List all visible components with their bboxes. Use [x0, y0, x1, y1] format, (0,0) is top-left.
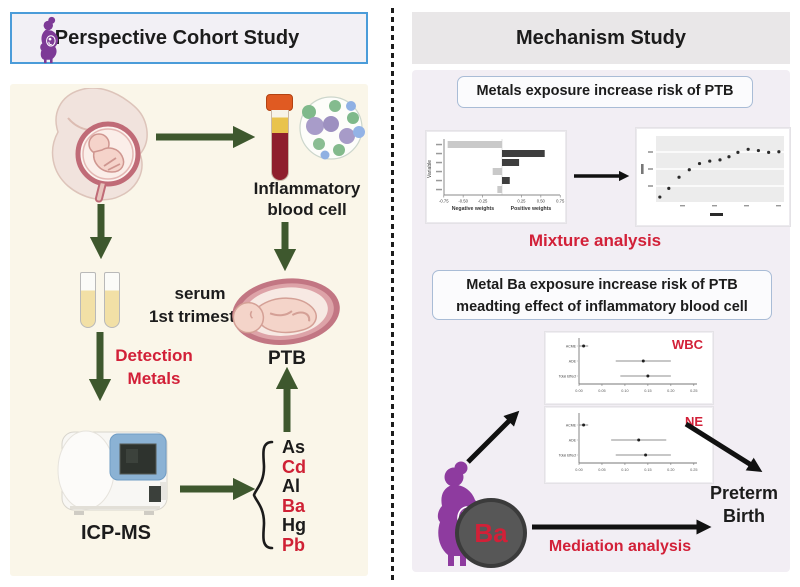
- metals-list: As Cd Al Ba Hg Pb: [282, 437, 336, 555]
- metal-item: Pb: [282, 534, 306, 555]
- blood-cells-icon: [299, 96, 365, 160]
- pregnant-woman-icon: [40, 16, 59, 64]
- metal-item: As: [282, 437, 306, 457]
- svg-text:0.25: 0.25: [517, 199, 526, 204]
- svg-text:0.05: 0.05: [598, 468, 605, 472]
- arrow-plots-to-preterm: [684, 421, 763, 472]
- svg-text:ACME: ACME: [566, 423, 577, 427]
- arrow-cells-to-ptb: [273, 222, 297, 272]
- svg-text:WBC: WBC: [672, 337, 704, 352]
- svg-text:0.25: 0.25: [690, 468, 697, 472]
- metal-item: Cd: [282, 456, 306, 477]
- inflammatory-blood-cell-label: Inflammatory blood cell: [253, 179, 361, 219]
- detection-metals-label: Detection Metals: [115, 346, 193, 388]
- svg-text:0.25: 0.25: [690, 389, 697, 393]
- svg-text:-0.75: -0.75: [439, 199, 449, 204]
- arrow-weights-to-overall: [574, 170, 630, 182]
- svg-text:Variable: Variable: [427, 160, 433, 178]
- metal-item: Hg: [282, 515, 306, 535]
- svg-text:ACME: ACME: [566, 344, 577, 348]
- arrow-ba-to-plots: [466, 410, 520, 464]
- pregnant-torso-illustration: [51, 88, 148, 203]
- panel-divider: [391, 8, 394, 580]
- left-header-box: Perspective Cohort Study: [10, 12, 368, 64]
- serum-label: serum 1st trimester: [148, 284, 252, 326]
- right-header-bar: Mechanism Study: [412, 12, 790, 64]
- overall-effect-chart: [636, 128, 790, 226]
- wbc-forest-plot: ACME ADE Total Effect 0.00 0.05 0.10 0.15 0.20 0…: [545, 332, 713, 404]
- preterm-fetus-illustration: [232, 278, 340, 345]
- ne-forest-plot: ACME ADE Total Effect 0.00 0.05 0.10 0.15 0.20 0…: [545, 407, 713, 483]
- svg-text:Total Effect: Total Effect: [559, 453, 576, 457]
- svg-text:0.75: 0.75: [556, 199, 565, 204]
- metals-brace: [252, 440, 274, 550]
- svg-text:0.15: 0.15: [644, 389, 651, 393]
- ba-label: Ba: [474, 517, 508, 548]
- metals-exposure-box: Metals exposure increase risk of PTB: [457, 76, 753, 108]
- arrow-serum-to-icpms: [88, 332, 112, 402]
- icpms-label: ICP-MS: [81, 522, 151, 544]
- arrow-metals-to-ptb: [275, 366, 299, 432]
- arrow-torso-to-serum: [89, 204, 113, 260]
- svg-text:-0.50: -0.50: [458, 199, 468, 204]
- preterm-birth-label: Preterm Birth: [709, 483, 779, 526]
- mixture-analysis-label: Mixture analysis: [528, 231, 662, 250]
- arrow-ba-to-preterm: [532, 519, 712, 535]
- svg-text:0.20: 0.20: [667, 468, 674, 472]
- blood-tube-cap-icon: [266, 94, 293, 111]
- svg-text:Positive weights: Positive weights: [511, 206, 552, 212]
- serum-tube-icon: [80, 272, 96, 328]
- svg-text:0.20: 0.20: [667, 389, 674, 393]
- serum-tube-icon: [104, 272, 120, 328]
- ptb-label: PTB: [268, 348, 306, 369]
- metal-item: Ba: [282, 495, 306, 516]
- svg-text:0.05: 0.05: [598, 389, 605, 393]
- svg-text:ADE: ADE: [569, 359, 577, 363]
- svg-text:0.15: 0.15: [644, 468, 651, 472]
- blood-tube-icon: [271, 110, 289, 181]
- svg-text:-0.25: -0.25: [478, 199, 488, 204]
- svg-text:ADE: ADE: [569, 438, 577, 442]
- svg-text:0.10: 0.10: [621, 389, 628, 393]
- arrow-icpms-to-metals: [180, 477, 256, 501]
- svg-text:0.00: 0.00: [575, 389, 582, 393]
- ba-circle: Ba: [455, 498, 527, 568]
- svg-text:0.00: 0.00: [575, 468, 582, 472]
- arrow-torso-to-blood: [156, 125, 256, 149]
- svg-text:0.50: 0.50: [537, 199, 546, 204]
- icpms-machine-icon: [57, 430, 168, 515]
- mixture-weights-chart: -0.75 -0.50 -0.25 0.25 0.50 0.75 Negative weig…: [426, 131, 566, 223]
- svg-text:Total Effect: Total Effect: [559, 374, 576, 378]
- metal-item: Al: [282, 476, 300, 496]
- right-panel-title: Mechanism Study: [515, 26, 687, 49]
- svg-text:0.10: 0.10: [621, 468, 628, 472]
- svg-text:Negative weights: Negative weights: [452, 206, 494, 212]
- left-panel-title: Perspective Cohort Study: [54, 26, 300, 49]
- mediation-statement-box: Metal Ba exposure increase risk of PTB m…: [432, 270, 772, 320]
- mediation-analysis-label: Mediation analysis: [548, 538, 692, 555]
